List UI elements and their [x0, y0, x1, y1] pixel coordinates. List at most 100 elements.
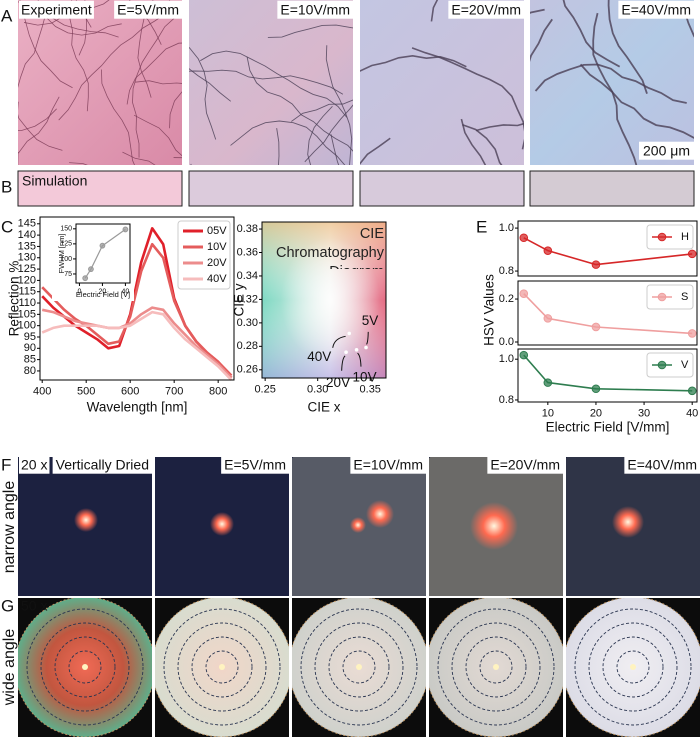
- x-tick-label: 40: [686, 408, 698, 420]
- legend-marker: [657, 232, 667, 242]
- crack: [18, 12, 63, 151]
- crack: [276, 128, 280, 165]
- y-tick-label: 1.0: [499, 222, 514, 234]
- data-point: [82, 275, 89, 282]
- y-tick-label: 125: [60, 241, 72, 248]
- y-axis-label: CIE y: [232, 283, 247, 316]
- light-spot: [350, 517, 366, 533]
- dashed-ring: [465, 636, 527, 698]
- caption-box: [350, 455, 426, 474]
- y-tick-label: 100: [18, 320, 36, 332]
- crack: [169, 91, 182, 129]
- crack: [230, 120, 346, 165]
- light-spot: [612, 506, 644, 538]
- y-tick-label: 130: [18, 252, 36, 264]
- y-tick-label: 100: [60, 256, 72, 263]
- dashed-ring: [68, 650, 102, 684]
- crack: [128, 0, 162, 45]
- row-label: wide angle: [1, 629, 18, 707]
- plot-frame: [517, 220, 698, 277]
- data-point: [122, 226, 129, 233]
- y-tick-label: 75: [64, 271, 72, 278]
- simulated-color: [188, 170, 354, 207]
- crack: [530, 18, 553, 62]
- crack: [291, 99, 353, 122]
- x-tick-label: 600: [121, 386, 139, 398]
- y-tick-label: 0.36: [237, 246, 258, 258]
- panel-label: G: [1, 596, 14, 615]
- annotation: 20V: [326, 375, 350, 390]
- data-point: [519, 233, 529, 243]
- caption-box: [19, 455, 50, 474]
- annotation: 10V: [353, 369, 377, 384]
- legend-box: [177, 220, 231, 290]
- annotation-arrow: [332, 335, 346, 348]
- y-tick-label: 0.2: [499, 293, 514, 305]
- x-axis-label: Wavelength [nm]: [87, 400, 188, 415]
- crack: [562, 0, 621, 68]
- dashed-ring: [616, 650, 650, 684]
- caption-box: [221, 455, 289, 474]
- y-axis-label: HSV Values: [482, 274, 497, 346]
- data-point: [519, 350, 529, 360]
- x-tick-label: 0.30: [307, 384, 328, 396]
- y-tick-label: 90: [24, 342, 36, 354]
- dashed-ring: [328, 636, 390, 698]
- data-line: [523, 237, 693, 266]
- legend-label: H: [681, 231, 689, 243]
- annotation-arrow: [366, 331, 369, 345]
- plot-frame: [261, 221, 387, 379]
- data-point: [543, 314, 553, 323]
- crack: [360, 54, 467, 72]
- data-point: [354, 348, 359, 352]
- legend-label: 10V: [207, 241, 227, 253]
- crack: [101, 69, 135, 165]
- dashed-ring: [163, 608, 281, 726]
- crack: [307, 105, 333, 165]
- simulated-color: [529, 170, 695, 207]
- y-axis-label: Reflection %: [7, 261, 22, 337]
- annotation: 40V: [307, 349, 331, 364]
- narrow-angle-photo: [566, 457, 700, 596]
- photo-caption: E=20V/mm: [490, 457, 560, 473]
- y-axis-label: FWHM [nm]: [57, 234, 66, 274]
- crack: [133, 114, 182, 157]
- dashed-ring: [588, 622, 678, 712]
- y-tick-label: 0.34: [237, 270, 258, 282]
- light-spot: [470, 502, 518, 550]
- data-point: [687, 249, 697, 259]
- data-point: [99, 242, 106, 249]
- data-point: [543, 246, 553, 255]
- micrograph: [360, 0, 524, 165]
- micrograph-bg: [360, 0, 524, 165]
- crack: [18, 96, 60, 154]
- crack: [304, 104, 353, 163]
- y-tick-label: 0.26: [237, 364, 258, 376]
- micrograph: [18, 0, 182, 165]
- y-tick-label: 0.32: [237, 293, 258, 305]
- crack: [607, 0, 648, 94]
- panel-label: A: [1, 6, 13, 25]
- x-tick-label: 40: [122, 289, 130, 296]
- legend-label: S: [681, 291, 688, 303]
- dashed-ring: [451, 622, 541, 712]
- x-axis-label: CIE x: [307, 400, 340, 415]
- y-tick-label: 110: [18, 297, 36, 309]
- caption-box: [277, 0, 353, 19]
- y-tick-label: 0.0: [499, 336, 514, 348]
- crack: [534, 63, 687, 104]
- x-tick-label: 0.35: [360, 384, 381, 396]
- narrow-angle-photo: [155, 457, 289, 596]
- photo-caption: E=10V/mm: [353, 457, 423, 473]
- plot-frame: [39, 216, 235, 381]
- legend-label: 20V: [207, 257, 227, 269]
- legend-label: 05V: [207, 225, 227, 237]
- panel-caption: Experiment: [21, 2, 92, 18]
- panel-label: C: [1, 217, 13, 236]
- dashed-ring: [314, 622, 404, 712]
- x-axis-label: Electric Field [V]: [76, 290, 130, 299]
- panel-caption: E=10V/mm: [280, 2, 350, 18]
- dashed-ring: [26, 608, 144, 726]
